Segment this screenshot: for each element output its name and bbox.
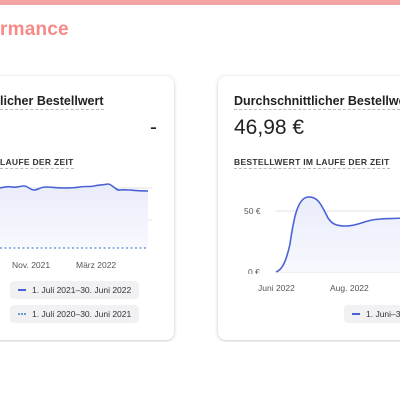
solid-line-swatch-icon	[18, 289, 26, 291]
chart-label[interactable]: LAUFE DER ZEIT	[0, 157, 74, 169]
section-title: rmance	[0, 19, 69, 40]
x-tick-label: Aug. 2022	[330, 283, 369, 293]
avg-order-value-card[interactable]: Durchschnittlicher Bestellwert 46,98 € B…	[218, 76, 400, 340]
x-tick-label: März 2022	[76, 260, 116, 270]
page-background	[0, 342, 400, 400]
card-title[interactable]: Durchschnittlicher Bestellwert	[234, 94, 400, 110]
card-title[interactable]: licher Bestellwert	[0, 94, 104, 110]
legend-item-previous-period[interactable]: 1. Juli 2020–30. Juni 2021	[10, 305, 140, 323]
x-tick-label: Nov. 2021	[12, 260, 50, 270]
legend-label: 1. Juni–30	[366, 309, 400, 319]
legend-label: 1. Juli 2021–30. Juni 2022	[32, 285, 132, 295]
dotted-line-swatch-icon	[18, 313, 26, 315]
avg-order-value-card-previous[interactable]: licher Bestellwert - LAUFE DER ZEIT Nov.…	[0, 76, 174, 340]
legend-label: 1. Juli 2020–30. Juni 2021	[32, 309, 132, 319]
y-tick-label: 0 €	[248, 267, 260, 274]
x-tick-label: Juni 2022	[258, 283, 295, 293]
chart-label[interactable]: BESTELLWERT IM LAUFE DER ZEIT	[234, 157, 390, 169]
current-period-line[interactable]	[0, 183, 149, 192]
order-value-line-chart: 50 € 0 €	[244, 196, 400, 274]
current-period-line[interactable]	[275, 196, 400, 273]
y-tick-label: 50 €	[244, 206, 261, 216]
current-period-area	[276, 196, 400, 272]
solid-line-swatch-icon	[352, 313, 360, 315]
metric-value: -	[150, 116, 157, 139]
legend-item-current-period[interactable]: 1. Juli 2021–30. Juni 2022	[10, 281, 140, 299]
current-period-area	[0, 184, 148, 248]
legend-item-current-period[interactable]: 1. Juni–30	[344, 305, 400, 323]
order-value-line-chart: Nov. 2021 März 2022	[0, 183, 152, 270]
top-accent-bar	[0, 0, 400, 5]
metric-value: 46,98 €	[234, 116, 305, 139]
